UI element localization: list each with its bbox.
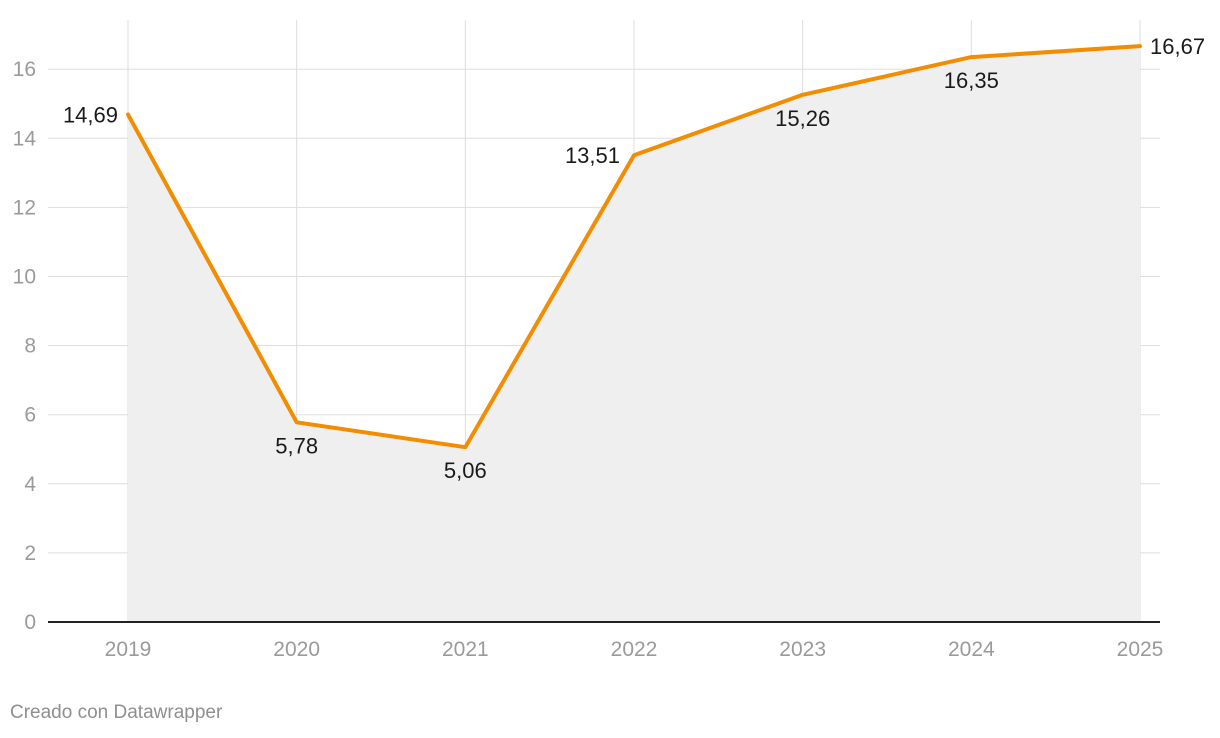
y-axis-ticks: 0 2 4 6 8 10 12 14 16: [13, 58, 37, 634]
y-tick-label: 10: [13, 266, 36, 289]
data-label: 13,51: [565, 143, 620, 168]
footer-credit: Creado con Datawrapper: [10, 702, 223, 723]
data-label: 16,35: [944, 68, 999, 93]
x-tick-label: 2021: [442, 638, 489, 661]
y-tick-label: 6: [24, 404, 36, 427]
y-tick-label: 16: [13, 58, 36, 81]
area-fill: [128, 46, 1140, 623]
data-label: 14,69: [63, 102, 118, 127]
y-tick-label: 12: [13, 196, 36, 219]
x-tick-label: 2023: [779, 638, 826, 661]
data-label: 5,06: [444, 458, 487, 483]
x-tick-label: 2025: [1117, 638, 1164, 661]
x-axis-ticks: 2019 2020 2021 2022 2023 2024 2025: [105, 638, 1164, 661]
x-tick-label: 2020: [273, 638, 320, 661]
y-tick-label: 14: [13, 127, 37, 150]
y-tick-label: 2: [24, 542, 36, 565]
data-label: 5,78: [275, 433, 318, 458]
data-label: 16,67: [1150, 34, 1205, 59]
x-tick-label: 2024: [948, 638, 995, 661]
y-tick-label: 4: [24, 473, 36, 496]
data-labels: 14,69 5,78 5,06 13,51 15,26 16,35 16,67: [63, 34, 1205, 483]
y-tick-label: 0: [24, 611, 36, 634]
series-line: [126, 44, 1142, 450]
y-tick-label: 8: [24, 335, 36, 358]
data-label: 15,26: [775, 106, 830, 131]
x-tick-label: 2022: [611, 638, 658, 661]
x-tick-label: 2019: [105, 638, 152, 661]
